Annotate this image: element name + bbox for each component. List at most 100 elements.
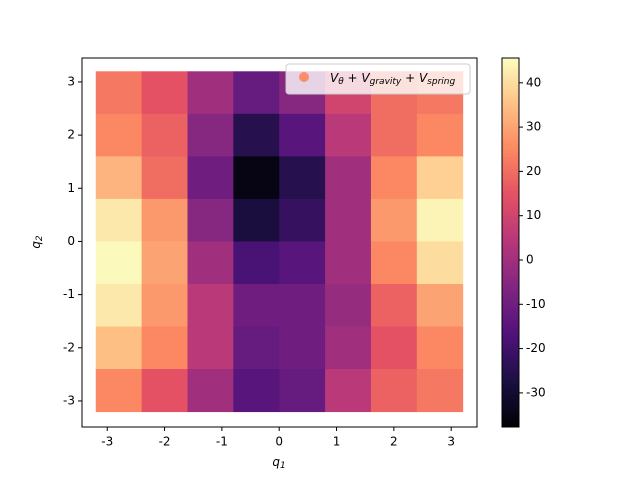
heat-cell: [187, 326, 234, 370]
heat-cell: [187, 369, 234, 413]
colorbar-segment: [502, 325, 519, 330]
colorbar-segment: [502, 310, 519, 314]
colorbar-segment: [502, 300, 519, 305]
colorbar-segment: [502, 279, 519, 283]
colorbar-segment: [502, 227, 519, 231]
heat-cell: [325, 283, 372, 328]
heat-cell: [279, 283, 326, 328]
y-label-main: q: [29, 241, 43, 249]
heat-cell: [416, 113, 464, 157]
colorbar-segment: [502, 396, 519, 400]
x-label-sub: 1: [280, 461, 286, 471]
heat-cell: [416, 326, 464, 370]
colorbar-frame: [501, 57, 520, 428]
colorbar-segment: [502, 343, 519, 348]
colorbar-segment: [502, 248, 519, 253]
legend-sub: gravity: [370, 77, 402, 87]
colorbar-segment: [502, 79, 519, 84]
colorbar-segment: [502, 322, 519, 327]
colorbar-segment: [502, 393, 519, 397]
heat-cell: [416, 156, 464, 200]
colorbar-segment: [502, 224, 519, 228]
colorbar-segment: [502, 350, 519, 354]
colorbar-segment: [502, 353, 519, 357]
colorbar-segment: [502, 251, 519, 256]
colorbar-segment: [502, 199, 519, 204]
colorbar-segment: [502, 205, 519, 210]
colorbar-segment: [502, 282, 519, 287]
colorbar-segment: [502, 380, 519, 385]
y-tick-label: 2: [67, 128, 75, 142]
heat-cell: [325, 241, 372, 285]
heat-cell: [141, 71, 188, 115]
colorbar-segment: [502, 402, 519, 406]
heat-cell: [279, 156, 326, 200]
colorbar-segment: [502, 405, 519, 410]
x-axis-label: q1: [272, 455, 285, 471]
y-tick-label: -1: [63, 287, 75, 301]
plot-area: [95, 71, 464, 413]
colorbar-segment: [502, 288, 519, 293]
colorbar-segment: [502, 390, 519, 394]
colorbar-segment: [502, 97, 519, 102]
y-tick-label: -3: [63, 393, 75, 407]
colorbar-tick-label: -30: [526, 385, 546, 399]
heat-cell: [141, 283, 188, 328]
colorbar-segment: [502, 383, 519, 388]
colorbar-segment: [502, 304, 519, 308]
heat-cell: [141, 156, 188, 200]
heat-cell: [279, 326, 326, 370]
colorbar-segment: [502, 374, 519, 379]
colorbar-segment: [502, 202, 519, 207]
colorbar-segment: [502, 368, 519, 373]
heat-cell: [233, 156, 280, 200]
colorbar-segment: [502, 134, 519, 139]
colorbar-segment: [502, 162, 519, 167]
colorbar-segment: [502, 67, 519, 71]
heat-cell: [325, 198, 372, 242]
heat-cell: [187, 113, 234, 157]
colorbar-segment: [502, 230, 519, 234]
heat-cell: [370, 326, 418, 370]
heat-cell: [325, 156, 372, 200]
colorbar-segment: [502, 64, 519, 68]
colorbar-tick-label: 10: [526, 208, 541, 222]
colorbar-segment: [502, 214, 519, 219]
heat-cell: [416, 283, 464, 328]
colorbar-segment: [502, 193, 519, 197]
colorbar-segment: [502, 297, 519, 302]
colorbar-tick-label: 30: [526, 120, 541, 134]
colorbar-segment: [502, 359, 519, 363]
legend-part: + V: [344, 71, 371, 85]
heat-cell: [370, 283, 418, 328]
colorbar-segment: [502, 420, 519, 425]
colorbar-segment: [502, 337, 519, 342]
colorbar-segment: [502, 270, 519, 274]
colorbar-segment: [502, 236, 519, 240]
heat-cell: [95, 113, 143, 157]
heat-cell: [279, 198, 326, 242]
heat-cell: [279, 241, 326, 285]
legend-sub: spring: [427, 77, 455, 87]
heat-cell: [233, 283, 280, 328]
heat-cell: [95, 326, 143, 370]
colorbar-segment: [502, 177, 519, 182]
colorbar-segment: [502, 411, 519, 416]
colorbar-segment: [502, 423, 519, 428]
heat-cell: [141, 241, 188, 285]
colorbar-segment: [502, 165, 519, 170]
colorbar-segment: [502, 233, 519, 237]
colorbar-segment: [502, 334, 519, 339]
heat-cell: [279, 369, 326, 413]
heat-cell: [416, 198, 464, 242]
heat-cell: [233, 369, 280, 413]
colorbar-segment: [502, 153, 519, 157]
colorbar-segment: [502, 113, 519, 117]
colorbar-segment: [502, 181, 519, 185]
y-axis-label: q2: [29, 235, 45, 249]
heat-cell: [325, 326, 372, 370]
colorbar-segment: [502, 94, 519, 99]
colorbar-segment: [502, 73, 519, 77]
colorbar-segment: [502, 257, 519, 262]
